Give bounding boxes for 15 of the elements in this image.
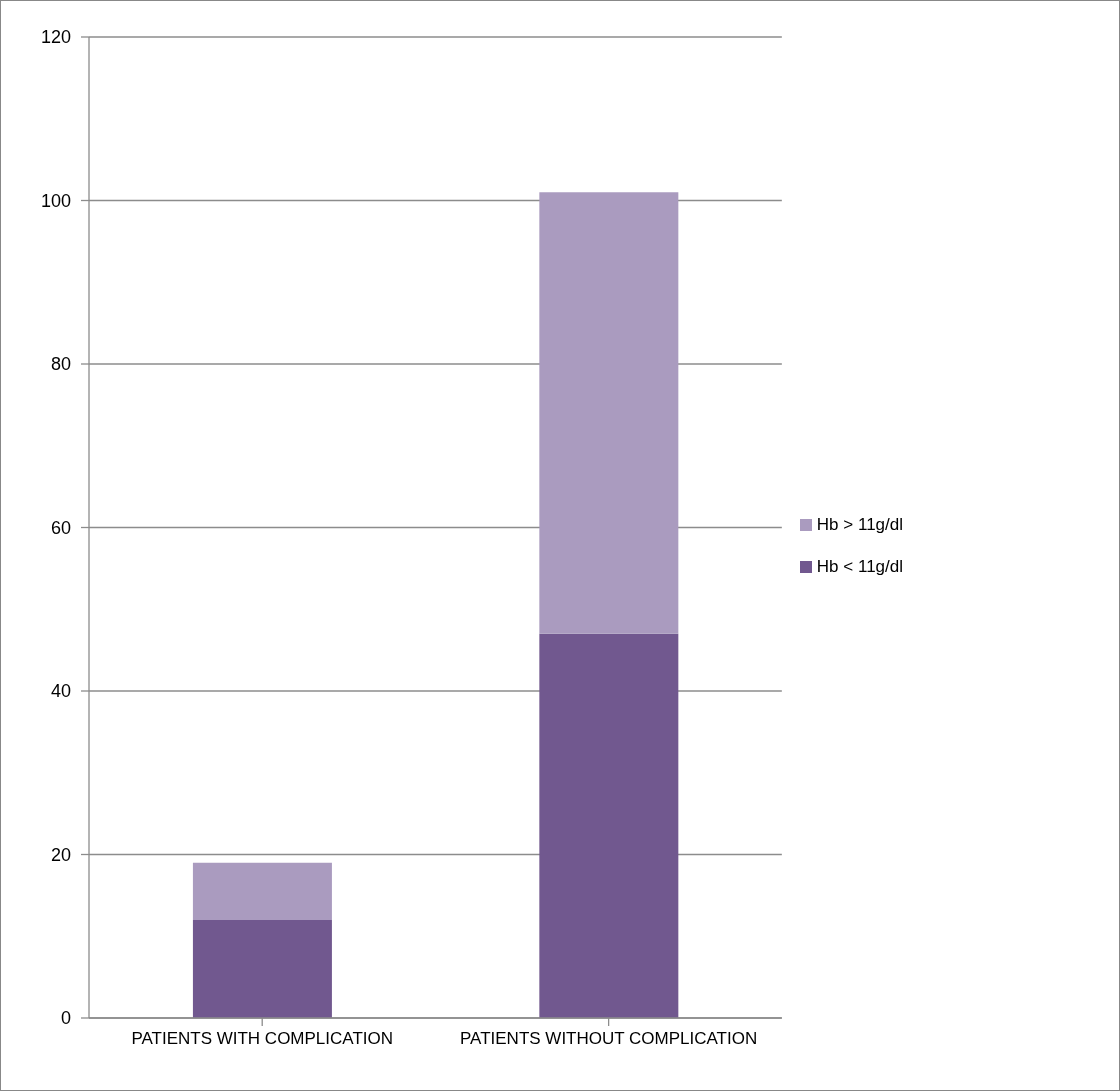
- y-tick-label: 20: [50, 844, 71, 865]
- y-tick-label: 40: [50, 681, 71, 702]
- y-tick-label: 120: [40, 27, 71, 48]
- legend-label: Hb < 11g/dl: [816, 556, 903, 577]
- y-tick-label: 100: [40, 190, 71, 211]
- x-tick-label: PATIENTS WITHOUT COMPLICATION: [460, 1029, 758, 1049]
- bar: [192, 862, 332, 920]
- y-tick-label: 60: [50, 517, 71, 538]
- x-tick-label: PATIENTS WITH COMPLICATION: [131, 1029, 394, 1049]
- bar: [192, 919, 332, 1018]
- bar: [539, 633, 679, 1018]
- legend-label: Hb > 11g/dl: [816, 514, 903, 535]
- y-tick-label: 0: [60, 1008, 71, 1029]
- bar: [539, 192, 679, 634]
- y-tick-label: 80: [50, 354, 71, 375]
